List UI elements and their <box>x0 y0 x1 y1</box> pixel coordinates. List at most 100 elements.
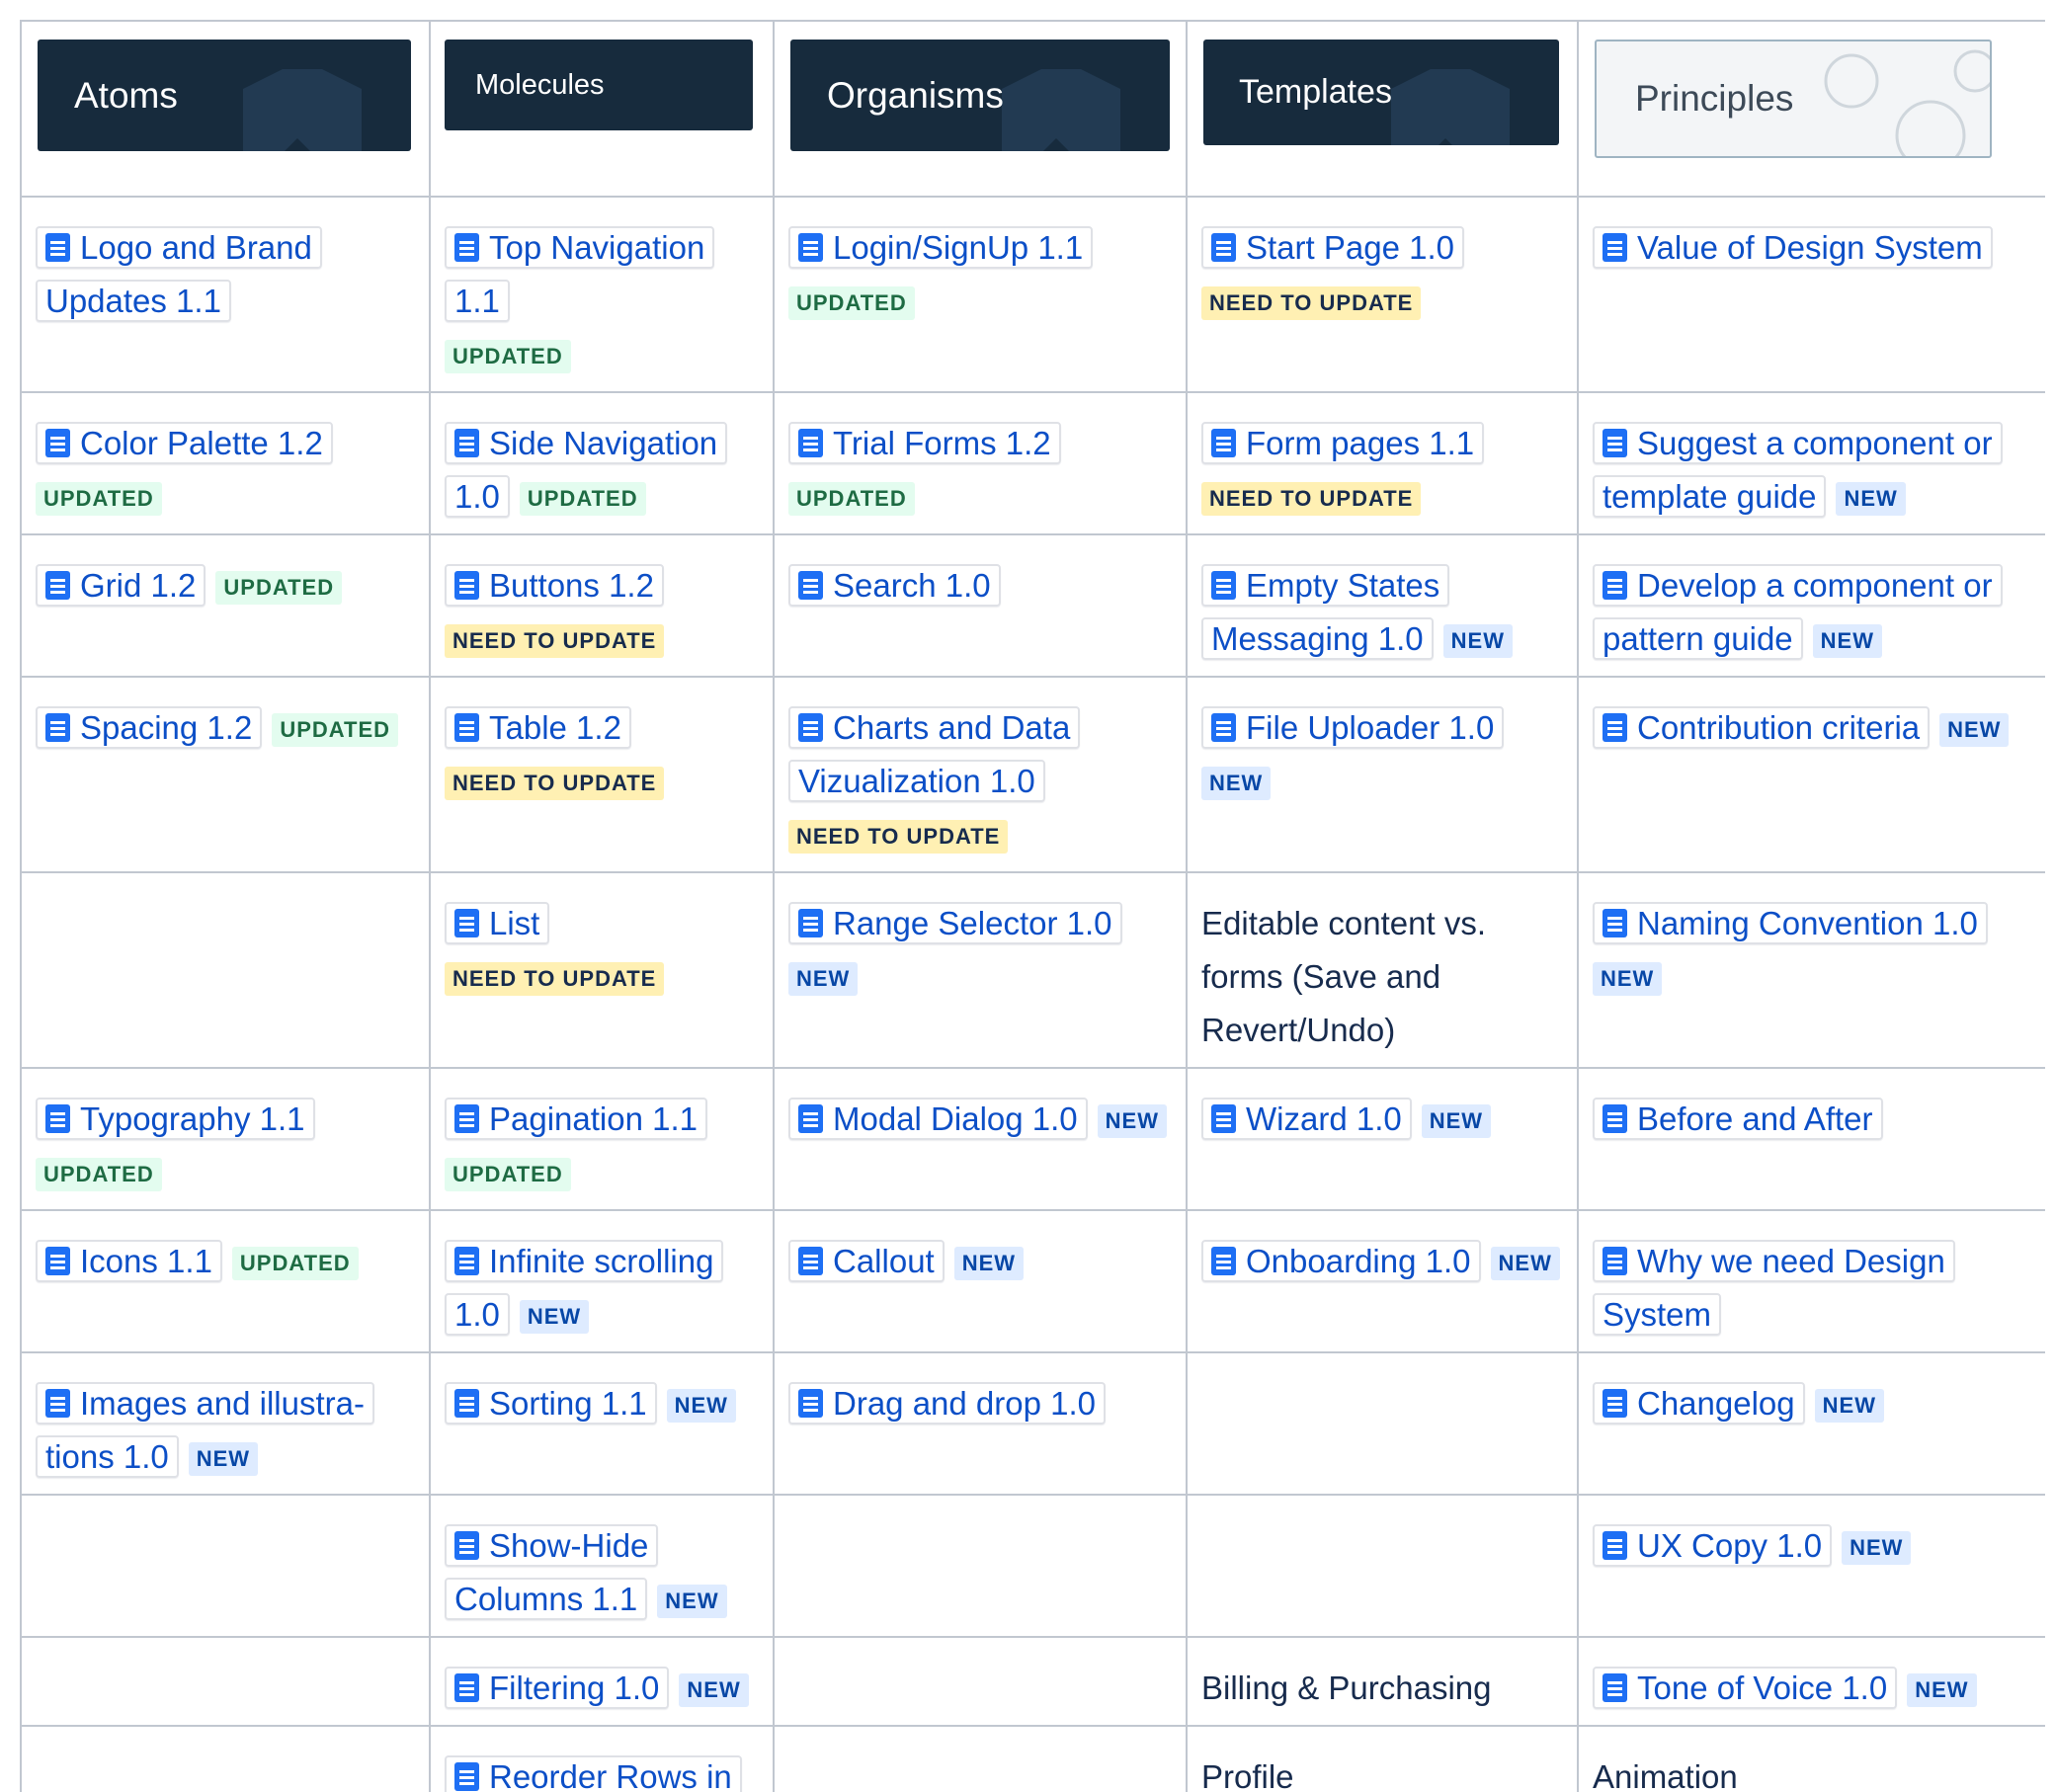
header-cell-organisms: Organisms <box>773 20 1188 198</box>
cell-templates: Start Page 1.0 NEED TO UPDATE <box>1186 196 1579 393</box>
page-icon <box>454 1762 479 1791</box>
page-link[interactable]: Callout <box>788 1240 945 1282</box>
page-link[interactable]: Develop a component or pattern guide <box>1593 564 2003 660</box>
status-lozenge-new: NEW <box>1442 624 1513 659</box>
status-lozenge-new: NEW <box>1812 624 1882 659</box>
page-link[interactable]: Grid 1.2 <box>36 564 206 607</box>
page-link[interactable]: Infinite scrolling 1.0 <box>445 1240 724 1336</box>
page-link[interactable]: List <box>445 902 550 944</box>
page-link[interactable]: Start Page 1.0 <box>1201 226 1464 269</box>
page-link[interactable]: Before and After <box>1593 1098 1883 1140</box>
page-icon <box>45 713 70 742</box>
cell-content: Before and After <box>1579 1069 2045 1156</box>
cell-content: Range Selector 1.0 NEW <box>775 873 1186 1014</box>
cell-principles: Tone of Voice 1.0 NEW <box>1577 1636 2045 1727</box>
cell-organisms: Charts and Data Vizualization 1.0 NEED TO … <box>773 676 1188 873</box>
cell-templates <box>1186 1351 1579 1496</box>
page-link[interactable]: Show-Hide Columns 1.1 <box>445 1524 659 1620</box>
cell-molecules: Buttons 1.2 NEED TO UPDATE <box>429 533 775 678</box>
cell-molecules: Top Navigation 1.1 UPDATED <box>429 196 775 393</box>
page-link[interactable]: Logo and Brand Updates 1.1 <box>36 226 322 322</box>
page-link[interactable]: Range Selector 1.0 <box>788 902 1122 944</box>
page-icon <box>1603 1104 1627 1133</box>
cell-content: Changelog NEW <box>1579 1353 2045 1440</box>
page-icon <box>454 1247 479 1275</box>
page-link-text: Empty States <box>1246 567 1440 604</box>
page-link[interactable]: Reorder Rows inTable 1.0 <box>445 1755 742 1792</box>
principles-header-banner: Principles <box>1595 40 1992 158</box>
page-link-text: Updates 1.1 <box>45 283 221 319</box>
status-lozenge-needs: NEED TO UPDATE <box>1201 482 1422 517</box>
page-icon <box>798 1389 823 1418</box>
page-link[interactable]: Drag and drop 1.0 <box>788 1382 1107 1425</box>
page-link[interactable]: Color Palette 1.2 <box>36 422 333 464</box>
header-title: Molecules <box>475 68 605 101</box>
page-link-text: Grid 1.2 <box>80 567 197 604</box>
status-lozenge-needs: NEED TO UPDATE <box>788 820 1009 855</box>
cell-content: Value of Design System <box>1579 198 2045 285</box>
page-link[interactable]: Contribution criteria <box>1593 706 1931 749</box>
page-link[interactable]: Side Navigation 1.0 <box>445 422 728 518</box>
table-row: Filtering 1.0 NEW Billing & Purchasing Tone… <box>20 1636 2045 1727</box>
cell-organisms: Modal Dialog 1.0 NEW <box>773 1067 1188 1211</box>
header-cell-atoms: Atoms <box>20 20 431 198</box>
page-link-text: Develop a component or <box>1637 567 1993 604</box>
page-link-text: Typography 1.1 <box>80 1100 305 1137</box>
page-link[interactable]: Modal Dialog 1.0 <box>788 1098 1088 1140</box>
page-link-text: Icons 1.1 <box>80 1243 212 1279</box>
page-icon <box>1603 1673 1627 1702</box>
cell-content: Logo and Brand Updates 1.1 <box>22 198 429 338</box>
header-cell-principles: Principles <box>1577 20 2045 198</box>
page-link-text: Logo and Brand <box>80 229 312 266</box>
page-link[interactable]: Spacing 1.2 <box>36 706 263 749</box>
page-link[interactable]: Wizard 1.0 <box>1201 1098 1412 1140</box>
page-link[interactable]: Buttons 1.2 <box>445 564 664 607</box>
page-link[interactable]: Login/SignUp 1.1 <box>788 226 1094 269</box>
cell-templates: Empty States Messaging 1.0 NEW <box>1186 533 1579 678</box>
cell-content: Images and illustra-tions 1.0 NEW <box>22 1353 429 1494</box>
plain-text: Billing & Purchasing <box>1201 1670 1492 1706</box>
page-link[interactable]: Tone of Voice 1.0 <box>1593 1667 1898 1709</box>
page-link[interactable]: Trial Forms 1.2 <box>788 422 1061 464</box>
page-link[interactable]: Onboarding 1.0 <box>1201 1240 1481 1282</box>
page-link[interactable]: Images and illustra-tions 1.0 <box>36 1382 374 1478</box>
page-link[interactable]: Naming Convention 1.0 <box>1593 902 1988 944</box>
page-icon <box>798 429 823 457</box>
cell-content: Login/SignUp 1.1 UPDATED <box>775 198 1186 338</box>
page-link[interactable]: Suggest a component or template guide <box>1593 422 2003 518</box>
cell-content: Modal Dialog 1.0 NEW <box>775 1069 1186 1156</box>
cell-templates: Form pages 1.1 NEED TO UPDATE <box>1186 391 1579 535</box>
cell-principles: Changelog NEW <box>1577 1351 2045 1496</box>
page-link[interactable]: Charts and Data Vizualization 1.0 <box>788 706 1081 802</box>
page-link[interactable]: Filtering 1.0 <box>445 1667 670 1709</box>
page-link[interactable]: Table 1.2 <box>445 706 631 749</box>
page-link-text: Top Navigation 1.1 <box>454 229 705 319</box>
cell-content: List NEED TO UPDATE <box>431 873 773 1014</box>
page-icon <box>1603 909 1627 937</box>
cell-molecules: Filtering 1.0 NEW <box>429 1636 775 1727</box>
page-link[interactable]: Typography 1.1 <box>36 1098 315 1140</box>
page-link-text: System <box>1603 1296 1712 1333</box>
organisms-header-banner: Organisms <box>790 40 1170 151</box>
page-link[interactable]: Empty States Messaging 1.0 <box>1201 564 1450 660</box>
cell-content: Top Navigation 1.1 UPDATED <box>431 198 773 391</box>
page-link[interactable]: Value of Design System <box>1593 226 1993 269</box>
page-link[interactable]: Icons 1.1 <box>36 1240 222 1282</box>
page-link[interactable]: UX Copy 1.0 <box>1593 1524 1833 1567</box>
page-link-text: Suggest a component or <box>1637 425 1993 461</box>
page-link-text: Onboarding 1.0 <box>1246 1243 1471 1279</box>
page-link[interactable]: Top Navigation 1.1 <box>445 226 715 322</box>
page-link[interactable]: Pagination 1.1 <box>445 1098 708 1140</box>
page-link[interactable]: Form pages 1.1 <box>1201 422 1485 464</box>
cell-content: Filtering 1.0 NEW <box>431 1638 773 1725</box>
status-lozenge-updated: UPDATED <box>788 286 915 321</box>
page-link[interactable]: Why we need Design System <box>1593 1240 1955 1336</box>
page-link[interactable]: Search 1.0 <box>788 564 1001 607</box>
page-link[interactable]: Sorting 1.1 <box>445 1382 657 1425</box>
page-icon <box>798 1104 823 1133</box>
cell-content <box>775 1727 1186 1760</box>
status-lozenge-updated: UPDATED <box>36 482 162 517</box>
page-link[interactable]: Changelog <box>1593 1382 1805 1425</box>
page-link[interactable]: File Uploader 1.0 <box>1201 706 1505 749</box>
